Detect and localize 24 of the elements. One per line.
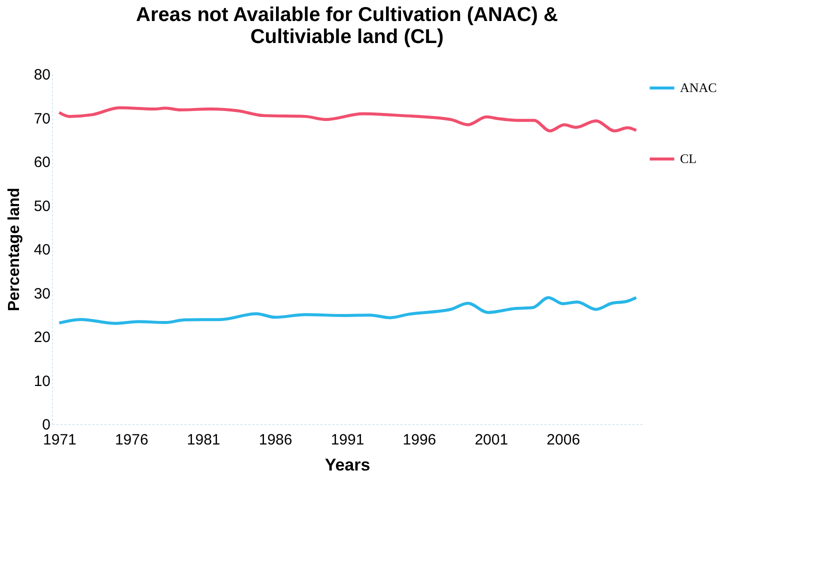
y-tick-label: 0	[42, 416, 50, 434]
x-tick-label: 2001	[474, 432, 508, 448]
x-tick-label: 1976	[114, 432, 148, 448]
legend-label: CL	[680, 151, 697, 166]
x-tick-label: 1981	[186, 432, 220, 448]
y-tick-label: 20	[34, 329, 50, 346]
chart-title: Areas not Available for Cultivation (ANAC) & Cultiviable land (CL)	[136, 4, 558, 48]
y-tick-label: 30	[34, 285, 50, 302]
y-axis-title: Percentage land	[6, 188, 23, 312]
line-series	[58, 296, 638, 325]
x-tick-label: 2006	[546, 432, 580, 448]
y-tick-label: 40	[34, 242, 50, 258]
x-tick-label: 1991	[330, 432, 364, 448]
y-tick-label: 80	[34, 66, 50, 84]
x-tick-label: 1996	[402, 432, 436, 448]
y-tick-label: 50	[34, 198, 50, 215]
legend-label: ANAC	[680, 80, 717, 95]
line-series	[58, 106, 638, 132]
y-tick-label: 10	[34, 372, 50, 390]
x-tick-label: 1971	[43, 432, 76, 448]
x-tick-label: 1986	[258, 432, 292, 448]
y-tick-label: 70	[34, 110, 50, 128]
x-axis-title: Years	[324, 456, 370, 474]
y-tick-label: 60	[34, 154, 50, 171]
